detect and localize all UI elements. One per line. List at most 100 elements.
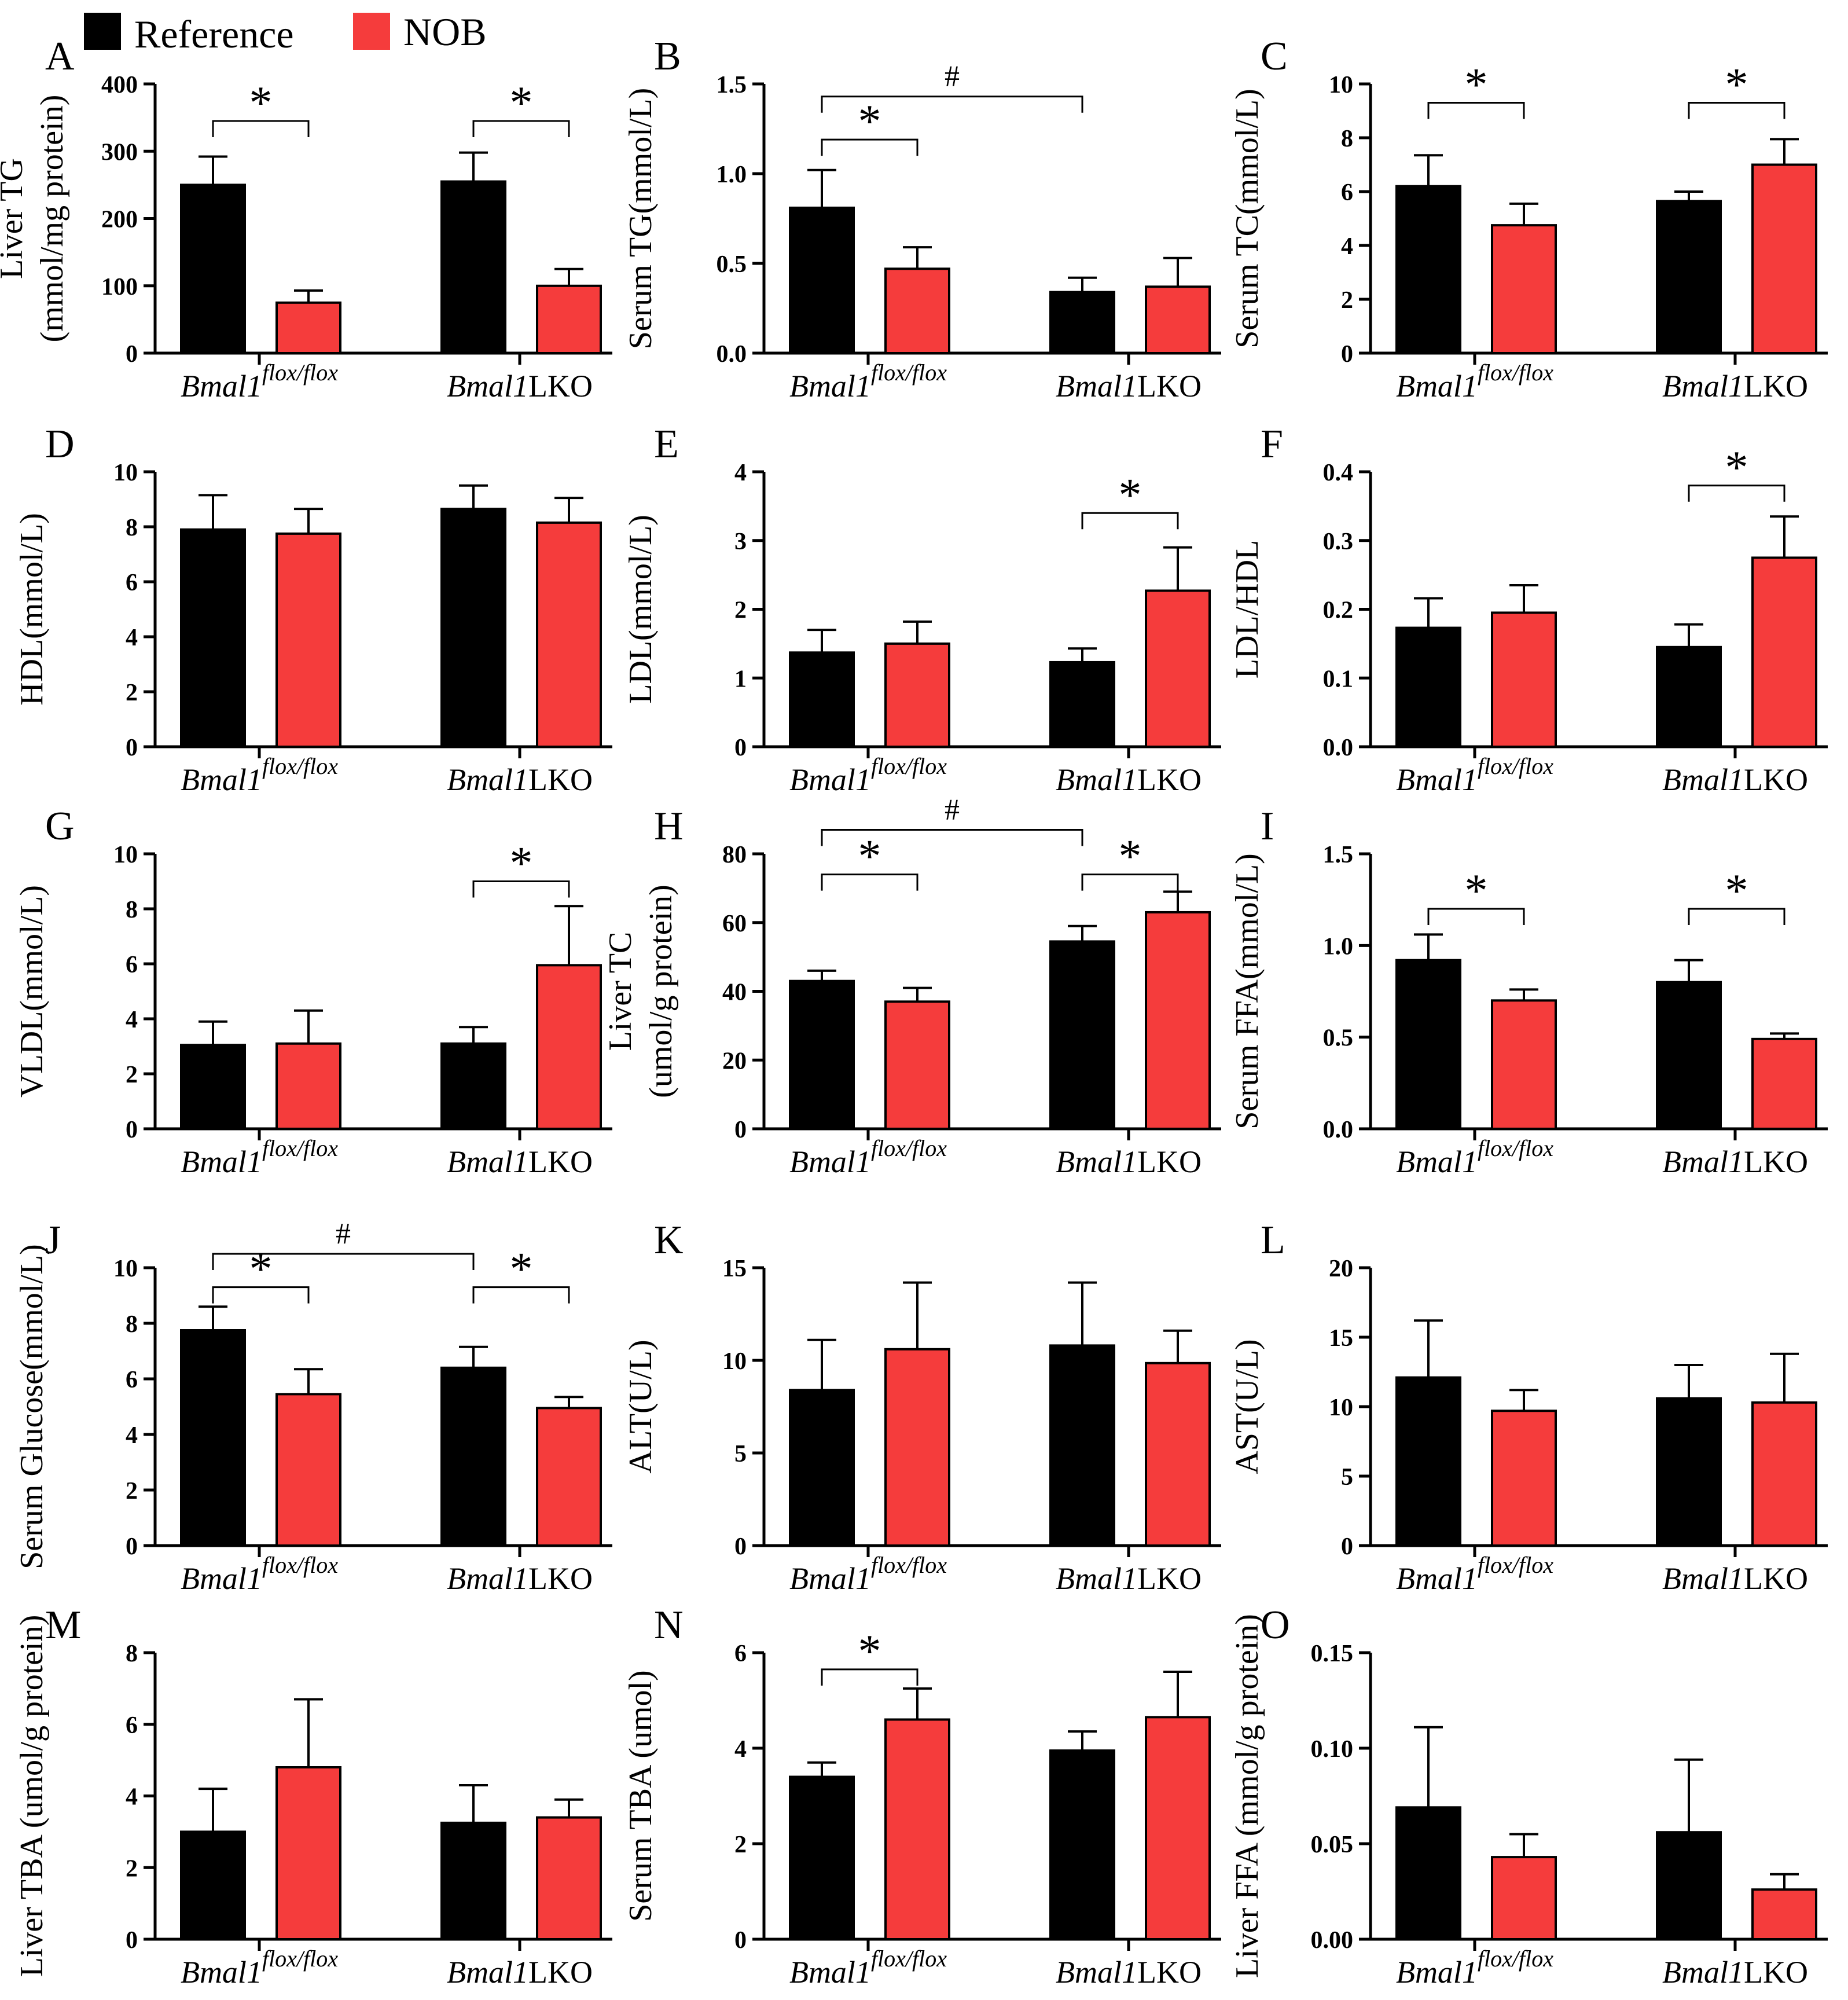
legend-swatch-reference xyxy=(84,13,121,50)
x-category-label: Bmal1LKO xyxy=(1662,1144,1808,1179)
y-axis-label: ALT(U/L) xyxy=(623,1340,659,1473)
category-suffix: LKO xyxy=(1137,1955,1202,1990)
category-gene: Bmal1 xyxy=(447,1561,528,1596)
category-superscript: flox/flox xyxy=(871,1135,947,1161)
bar-nob xyxy=(536,521,602,748)
category-gene: Bmal1 xyxy=(1396,1955,1478,1990)
category-suffix: LKO xyxy=(528,1144,593,1179)
bar-nob xyxy=(1751,1037,1817,1131)
bar-reference xyxy=(789,651,855,748)
category-suffix: LKO xyxy=(1744,1955,1808,1990)
y-tick-label: 2 xyxy=(1341,287,1353,314)
category-superscript: flox/flox xyxy=(262,359,338,386)
panel-letter: F xyxy=(1261,422,1283,467)
bar-nob xyxy=(1751,1401,1817,1547)
x-category-label: Bmal1flox/flox xyxy=(789,359,947,403)
bar-reference xyxy=(789,979,855,1130)
y-tick-label: 0.10 xyxy=(1311,1736,1354,1763)
y-tick-label: 0 xyxy=(1341,341,1353,368)
significance-marker: # xyxy=(945,793,960,826)
y-tick-label: 10 xyxy=(1329,72,1353,98)
bar-nob xyxy=(275,301,341,354)
y-tick-label: 6 xyxy=(126,952,138,978)
bar-nob xyxy=(1491,224,1557,354)
bar-nob xyxy=(536,964,602,1130)
bar-nob xyxy=(536,1407,602,1547)
significance-marker: * xyxy=(858,831,881,882)
x-category-label: Bmal1flox/flox xyxy=(181,1135,338,1179)
y-axis-label: (mmol/mg protein) xyxy=(34,95,70,343)
significance-bracket xyxy=(1081,874,1179,891)
bar-reference xyxy=(180,1830,246,1940)
y-tick-label: 6 xyxy=(1341,179,1353,206)
x-category-label: Bmal1LKO xyxy=(1662,1955,1808,1990)
category-gene: Bmal1 xyxy=(447,1144,528,1179)
x-category-label: Bmal1LKO xyxy=(447,1561,593,1596)
category-gene: Bmal1 xyxy=(1056,1144,1137,1179)
category-gene: Bmal1 xyxy=(789,1955,871,1990)
y-tick-label: 100 xyxy=(101,274,138,300)
y-axis-label: Liver FFA (mmol/g protein) xyxy=(1229,1614,1265,1978)
significance-bracket xyxy=(821,828,1083,846)
y-tick-label: 1.0 xyxy=(717,162,747,188)
x-category-label: Bmal1flox/flox xyxy=(1396,1135,1553,1179)
category-gene: Bmal1 xyxy=(1396,762,1478,797)
x-category-label: Bmal1flox/flox xyxy=(1396,753,1553,797)
category-gene: Bmal1 xyxy=(181,1561,262,1596)
y-axis-label: Serum TBA (umol) xyxy=(623,1670,659,1922)
x-category-label: Bmal1LKO xyxy=(447,369,593,403)
y-tick-label: 0 xyxy=(126,1117,138,1143)
category-suffix: LKO xyxy=(528,1561,593,1596)
panel-letter: C xyxy=(1261,34,1288,79)
y-tick-label: 6 xyxy=(126,570,138,596)
x-category-label: Bmal1LKO xyxy=(1056,1561,1202,1596)
y-tick-label: 10 xyxy=(113,460,138,486)
significance-marker: * xyxy=(1725,60,1748,111)
significance-marker: * xyxy=(510,78,533,129)
panel-letter: I xyxy=(1261,804,1274,849)
bar-nob xyxy=(1145,285,1211,354)
y-axis-label: VLDL(mmol/L) xyxy=(14,885,50,1098)
bar-reference xyxy=(789,1389,855,1547)
x-category-label: Bmal1flox/flox xyxy=(1396,359,1553,403)
y-tick-label: 0.5 xyxy=(1323,1025,1354,1052)
bar-nob xyxy=(275,532,341,748)
bar-reference xyxy=(1656,200,1722,354)
category-suffix: LKO xyxy=(1137,1561,1202,1596)
legend: Reference NOB xyxy=(84,10,487,56)
panel-letter: E xyxy=(654,422,679,467)
y-tick-label: 8 xyxy=(1341,126,1353,152)
y-axis-label: LDL(mmol/L) xyxy=(623,515,659,704)
y-tick-label: 2 xyxy=(734,597,747,624)
bar-nob xyxy=(1751,556,1817,748)
bar-reference xyxy=(789,1775,855,1940)
category-superscript: flox/flox xyxy=(262,753,338,779)
bar-nob xyxy=(275,1393,341,1547)
category-suffix: LKO xyxy=(1137,762,1202,797)
bar-nob xyxy=(1491,611,1557,748)
x-category-label: Bmal1LKO xyxy=(1056,369,1202,403)
category-superscript: flox/flox xyxy=(871,1946,947,1972)
category-gene: Bmal1 xyxy=(1396,1561,1478,1596)
panel-letter: D xyxy=(45,422,75,467)
y-axis-label: HDL(mmol/L) xyxy=(14,513,50,706)
y-tick-label: 8 xyxy=(126,1311,138,1338)
x-category-label: Bmal1LKO xyxy=(1056,762,1202,797)
bar-nob xyxy=(1145,1716,1211,1940)
category-gene: Bmal1 xyxy=(1396,1144,1478,1179)
x-category-label: Bmal1flox/flox xyxy=(789,1552,947,1596)
bar-reference xyxy=(440,1042,506,1130)
category-gene: Bmal1 xyxy=(1396,369,1478,403)
bar-reference xyxy=(1049,291,1115,355)
significance-marker: * xyxy=(1465,865,1488,916)
y-tick-label: 10 xyxy=(1329,1395,1353,1421)
y-axis-label: Serum Glucose(mmol/L) xyxy=(14,1244,50,1569)
y-tick-label: 2 xyxy=(126,1478,138,1504)
x-category-label: Bmal1LKO xyxy=(447,1955,593,1990)
